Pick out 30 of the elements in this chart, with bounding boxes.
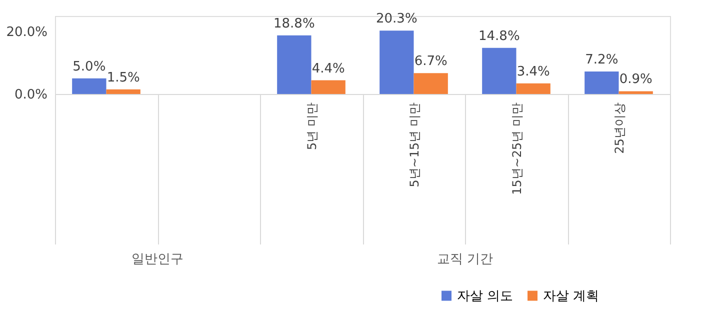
y-tick-label: 0.0% [14, 88, 48, 102]
bar [311, 80, 346, 94]
data-label: 0.9% [619, 72, 652, 88]
bar [72, 78, 106, 94]
data-label: 5.0% [72, 59, 106, 74]
data-label: 6.7% [414, 54, 448, 70]
x-tick-label: 5년 미만 [304, 102, 319, 150]
legend-label: 자살 의도 [457, 288, 514, 304]
x-tick-label: 25년이상 [612, 102, 626, 154]
bar [414, 73, 448, 94]
bar [106, 89, 140, 94]
bar [584, 72, 619, 94]
data-label: 4.4% [312, 61, 345, 76]
legend-label: 자살 계획 [543, 288, 600, 304]
y-tick-label: 20.0% [6, 25, 48, 40]
text: 일반인구 [132, 252, 184, 267]
bar [482, 48, 516, 94]
data-label: 20.3% [376, 12, 418, 27]
x-tick-label: 5년~15년 미만 [407, 102, 422, 188]
bar [516, 83, 550, 94]
text: 교직 기간 [436, 252, 494, 267]
bar [618, 91, 653, 94]
data-label: 1.5% [106, 70, 140, 86]
data-label: 3.4% [516, 64, 550, 80]
data-label: 18.8% [274, 16, 315, 32]
data-label: 7.2% [585, 52, 618, 68]
x-tick-label: 15년~25년 미만 [510, 102, 524, 195]
data-label: 14.8% [478, 28, 520, 44]
bar [277, 35, 312, 94]
bar [380, 30, 414, 94]
